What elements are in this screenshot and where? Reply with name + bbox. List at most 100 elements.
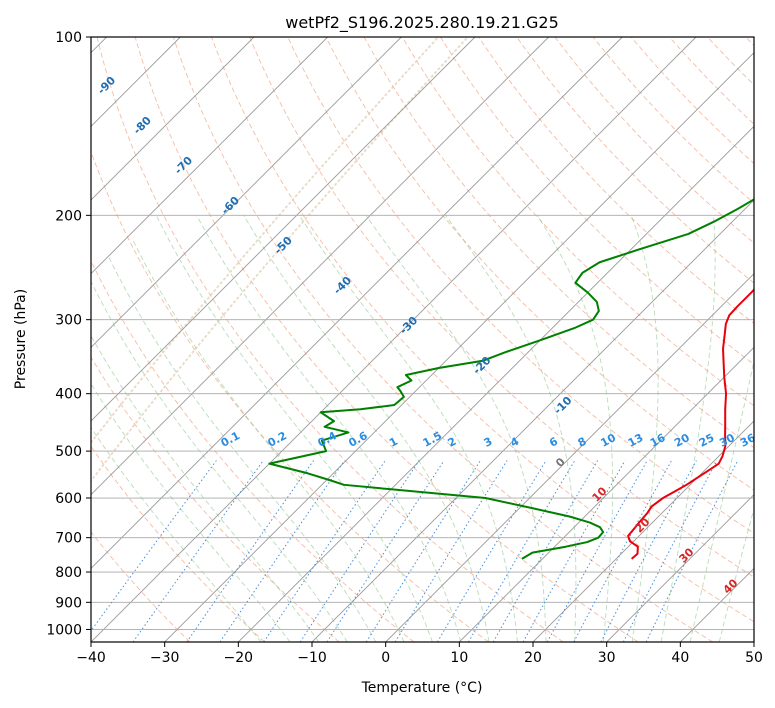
moist-adiabat-line [445, 215, 577, 642]
x-tick-label: 50 [745, 650, 763, 666]
dry-adiabat-line [249, 37, 754, 578]
dry-adiabat-line [440, 37, 754, 365]
moist-adiabat-line [108, 256, 377, 642]
mixing-ratio-label: 20 [672, 431, 692, 450]
moist-adiabat-line [365, 215, 547, 642]
isotherm-line [91, 37, 697, 642]
mixing-ratio-label: 1 [387, 435, 400, 450]
x-tick-label: −10 [297, 650, 327, 666]
moist-adiabat-label: 10 [590, 484, 610, 504]
x-tick-label: 0 [381, 650, 390, 666]
isotherm-line [91, 37, 623, 569]
dry-adiabat-line [91, 531, 191, 642]
moist-adiabat-label: 40 [721, 576, 741, 596]
dry-adiabat-line [134, 37, 639, 642]
dry-adiabat-line [478, 37, 754, 325]
dry-adiabat-line [592, 37, 754, 204]
mixing-ratio-label: 1.5 [421, 429, 444, 450]
isotherm-line [91, 37, 476, 422]
mixing-ratio-label: 10 [598, 431, 618, 450]
x-tick-label: 40 [671, 650, 689, 666]
x-tick-label: −40 [76, 650, 106, 666]
dry-adiabat-label: -40 [331, 274, 354, 297]
mixing-ratio-label: 4 [508, 435, 521, 450]
moist-adiabat-line [689, 358, 754, 642]
dry-adiabat-label: -60 [219, 194, 242, 217]
mixing-ratio-line [91, 460, 217, 632]
y-tick-label: 200 [55, 208, 82, 224]
dry-adiabat-line [287, 37, 754, 534]
mixing-ratio-line [219, 460, 345, 642]
chart-title: wetPf2_S196.2025.280.19.21.G25 [285, 13, 559, 33]
dry-adiabat-line [91, 150, 489, 642]
series-layer [268, 198, 754, 560]
mixing-ratio-line [263, 460, 386, 642]
x-tick-label: 20 [524, 650, 542, 666]
dry-adiabat-line [91, 356, 340, 642]
ice-curve-line [91, 37, 469, 483]
moist-adiabat-line [630, 215, 659, 642]
y-tick-label: 900 [55, 595, 82, 611]
isotherm-line [91, 37, 549, 496]
dry-adiabat-line [172, 37, 713, 642]
moist-adiabat-line [299, 215, 518, 642]
isotherm-line [606, 494, 754, 642]
x-axis-label: Temperature (°C) [361, 680, 483, 696]
dry-adiabat-label: -80 [131, 114, 154, 137]
mixing-ratio-label: 3 [482, 435, 495, 450]
dry-adiabat-label: -70 [172, 154, 195, 177]
mixing-ratio-label: 36 [738, 431, 758, 450]
moist-adiabat-line [132, 239, 405, 642]
mixing-ratio-line [645, 460, 739, 642]
dry-adiabat-line [554, 37, 754, 244]
mixing-ratio-label: 8 [576, 435, 589, 450]
dry-adiabat-line [363, 37, 754, 449]
mixing-ratio-line [132, 460, 264, 642]
dry-adiabat-line [325, 37, 754, 491]
isotherm-line [91, 37, 255, 201]
axis-layer: −40 −30 −20 −10 0 10 20 30 40 5010020030040050060… [46, 30, 763, 666]
mixing-ratio-label: 0.4 [316, 429, 340, 450]
dry-adiabat-line [211, 37, 754, 623]
dewpoint-line [268, 198, 754, 560]
dry-adiabat-line [745, 37, 754, 47]
plot-frame [90, 36, 755, 643]
mixing-ratio-label: 0.2 [266, 429, 289, 450]
dry-adiabat-label: -30 [397, 314, 420, 337]
moist-adiabat-line [196, 215, 462, 642]
y-tick-label: 100 [55, 30, 82, 46]
dry-adiabat-line [91, 259, 415, 642]
x-tick-label: −30 [150, 650, 180, 666]
mixing-ratio-line [436, 460, 547, 642]
y-tick-label: 800 [55, 565, 82, 581]
mixing-ratio-line [522, 460, 626, 642]
dry-adiabat-line [401, 37, 754, 407]
y-tick-label: 500 [55, 444, 82, 460]
moist-adiabat-line [155, 215, 433, 642]
mixing-ratio-line [546, 460, 648, 642]
isotherm-line [311, 199, 754, 642]
moist-adiabat-label: 30 [677, 545, 697, 565]
isotherm-line [459, 346, 754, 642]
y-tick-label: 400 [55, 387, 82, 403]
isotherm-line [532, 420, 754, 642]
mixing-ratio-label: 25 [697, 431, 717, 450]
mixing-ratio-label: 13 [626, 431, 646, 450]
mixing-ratio-label: 2 [446, 435, 459, 450]
x-tick-label: 10 [450, 650, 468, 666]
dry-adiabat-label: -90 [95, 74, 118, 97]
moist-adiabat-line [660, 215, 716, 642]
dry-adiabat-line [707, 37, 754, 86]
mixing-ratio-label: 0.1 [219, 429, 242, 450]
mixing-ratio-line [573, 460, 673, 642]
mixing-ratio-line [299, 460, 420, 642]
x-tick-label: −20 [224, 650, 254, 666]
isotherm-line [680, 567, 754, 642]
isotherm-line [164, 52, 754, 642]
moist-adiabat-line [91, 280, 348, 642]
isotherm-line [91, 37, 402, 348]
isotherm-line [238, 125, 754, 642]
mixing-ratio-line [186, 460, 315, 642]
dry-adiabat-line [516, 37, 754, 284]
